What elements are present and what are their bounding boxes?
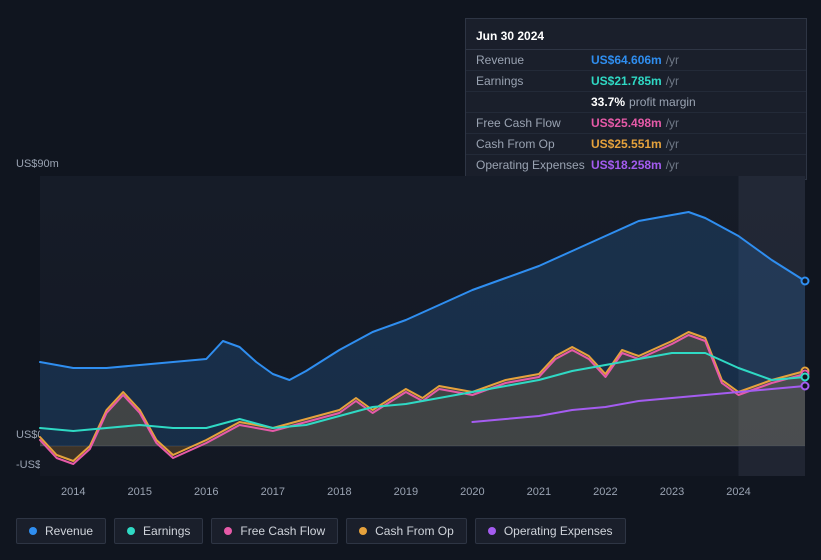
legend-item-fcf[interactable]: Free Cash Flow <box>211 518 338 544</box>
tooltip-label: Revenue <box>476 53 591 67</box>
tooltip-value: US$25.498m <box>591 116 662 130</box>
legend-swatch <box>224 527 232 535</box>
tooltip-subrow-earnings: 33.7% profit margin <box>466 92 806 113</box>
tooltip-row-revenue: RevenueUS$64.606m/yr <box>466 50 806 71</box>
x-tick: 2016 <box>194 486 218 498</box>
tooltip-value: US$64.606m <box>591 53 662 67</box>
x-axis: 2014 2015 2016 2017 2018 2019 2020 2021 2022 2023… <box>40 486 805 500</box>
series-end-marker-earnings <box>802 374 809 381</box>
legend-label: Operating Expenses <box>504 524 613 538</box>
tooltip-label: Free Cash Flow <box>476 116 591 130</box>
tooltip-label: Cash From Op <box>476 137 591 151</box>
tooltip-panel: Jun 30 2024 RevenueUS$64.606m/yrEarnings… <box>465 18 807 180</box>
tooltip-row-cfo: Cash From OpUS$25.551m/yr <box>466 134 806 155</box>
chart-plot[interactable] <box>40 176 805 476</box>
legend-label: Cash From Op <box>375 524 454 538</box>
legend-swatch <box>29 527 37 535</box>
legend-swatch <box>359 527 367 535</box>
legend-label: Earnings <box>143 524 190 538</box>
tooltip-value: US$21.785m <box>591 74 662 88</box>
x-tick: 2019 <box>394 486 418 498</box>
tooltip-value-wrap: US$21.785m/yr <box>591 74 679 88</box>
tooltip-sublabel: profit margin <box>629 95 696 109</box>
tooltip-value-wrap: US$25.498m/yr <box>591 116 679 130</box>
tooltip-row-earnings: EarningsUS$21.785m/yr <box>466 71 806 92</box>
legend-item-earnings[interactable]: Earnings <box>114 518 203 544</box>
tooltip-value: US$25.551m <box>591 137 662 151</box>
tooltip-value-wrap: US$64.606m/yr <box>591 53 679 67</box>
x-tick: 2023 <box>660 486 684 498</box>
tooltip-date: Jun 30 2024 <box>466 25 806 50</box>
chart-area: US$90m US$0 -US$10m 20142015201620172018… <box>16 158 805 493</box>
legend-item-opex[interactable]: Operating Expenses <box>475 518 626 544</box>
x-tick: 2015 <box>128 486 152 498</box>
x-tick: 2024 <box>726 486 750 498</box>
tooltip-label: Earnings <box>476 74 591 88</box>
legend-label: Free Cash Flow <box>240 524 325 538</box>
x-tick: 2020 <box>460 486 484 498</box>
chart-container: Jun 30 2024 RevenueUS$64.606m/yrEarnings… <box>0 0 821 560</box>
y-axis-label-top: US$90m <box>16 158 59 170</box>
x-tick: 2018 <box>327 486 351 498</box>
x-tick: 2022 <box>593 486 617 498</box>
x-tick: 2017 <box>261 486 285 498</box>
legend-swatch <box>488 527 496 535</box>
tooltip-unit: /yr <box>666 137 679 151</box>
x-tick: 2021 <box>527 486 551 498</box>
series-end-marker-opex <box>802 383 809 390</box>
chart-legend: Revenue Earnings Free Cash Flow Cash From O… <box>16 518 626 544</box>
tooltip-unit: /yr <box>666 74 679 88</box>
tooltip-row-fcf: Free Cash FlowUS$25.498m/yr <box>466 113 806 134</box>
tooltip-unit: /yr <box>666 53 679 67</box>
legend-label: Revenue <box>45 524 93 538</box>
tooltip-subvalue: 33.7% <box>591 95 625 109</box>
tooltip-value-wrap: US$25.551m/yr <box>591 137 679 151</box>
tooltip-unit: /yr <box>666 116 679 130</box>
legend-item-revenue[interactable]: Revenue <box>16 518 106 544</box>
chart-svg <box>40 176 805 476</box>
legend-swatch <box>127 527 135 535</box>
series-end-marker-revenue <box>802 278 809 285</box>
x-tick: 2014 <box>61 486 85 498</box>
legend-item-cfo[interactable]: Cash From Op <box>346 518 467 544</box>
